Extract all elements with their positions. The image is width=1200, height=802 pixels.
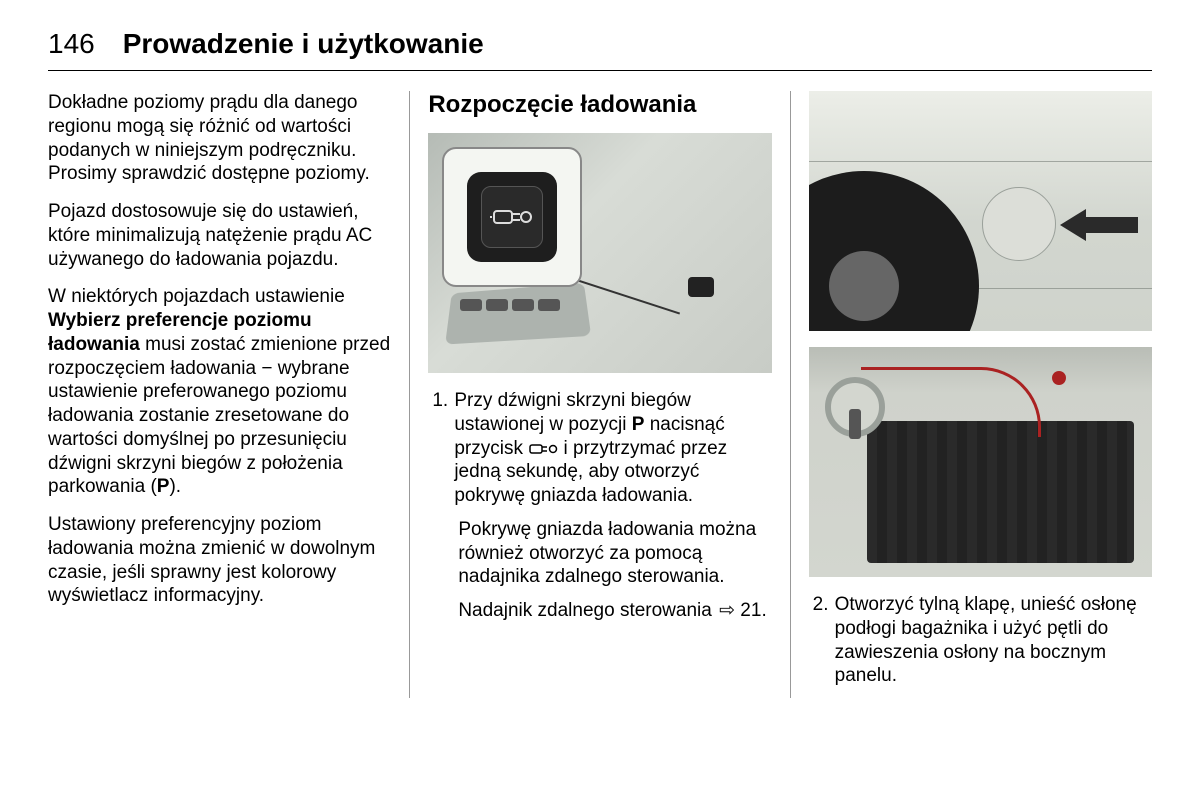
step-1-para-2: Pokrywę gniazda ładowania można również …	[428, 518, 771, 589]
step1-p3-ref: ⇨ 21.	[719, 600, 767, 621]
fig2-hub	[829, 251, 899, 321]
fig3-hook	[1052, 371, 1066, 385]
fig2-charge-flap	[982, 187, 1056, 261]
header-divider	[48, 70, 1152, 71]
content-columns: Dokładne poziomy prądu dla danego region…	[48, 91, 1152, 698]
col1-p3-a: W niektórych pojazdach ustawienie	[48, 286, 345, 307]
step1-p3-a: Nadajnik zdalnego sterowania	[458, 600, 717, 621]
section-title: Rozpoczęcie ładowania	[428, 91, 771, 119]
fig1-small-button	[688, 277, 714, 297]
figure-trunk-floor	[809, 347, 1152, 577]
step-2-number: 2.	[809, 593, 835, 688]
charge-plug-icon	[490, 202, 534, 232]
fig1-callout-badge	[442, 147, 582, 287]
col1-para-1: Dokładne poziomy prądu dla danego region…	[48, 91, 391, 186]
step-2: 2. Otworzyć tylną klapę, unieść osłonę p…	[809, 593, 1152, 688]
step-1-number: 1.	[428, 389, 454, 508]
step1-bold: P	[632, 414, 645, 435]
fig1-switch-4	[538, 299, 560, 311]
column-3: 2. Otworzyć tylną klapę, unieść osłonę p…	[797, 91, 1152, 698]
figure-charge-button	[428, 133, 771, 373]
column-1: Dokładne poziomy prądu dla danego region…	[48, 91, 403, 698]
page-header: 146 Prowadzenie i użytkowanie	[48, 28, 1152, 60]
step-1-text: Przy dźwigni skrzyni biegów ustawionej w…	[454, 389, 771, 508]
fig1-button-outer	[467, 172, 557, 262]
fig1-switch-2	[486, 299, 508, 311]
col1-p3-c: ).	[169, 476, 181, 497]
column-separator-1	[409, 91, 410, 698]
step-2-text: Otworzyć tylną klapę, unieść osłonę podł…	[835, 593, 1152, 688]
inline-plug-icon	[528, 442, 558, 456]
fig1-switch-1	[460, 299, 482, 311]
fig3-tab	[849, 409, 861, 439]
step-1-para-3: Nadajnik zdalnego sterowania ⇨ 21.	[428, 599, 771, 623]
col1-p3-bold2: P	[157, 476, 170, 497]
step-1: 1. Przy dźwigni skrzyni biegów ustawione…	[428, 389, 771, 508]
figure-charge-flap	[809, 91, 1152, 331]
col1-para-3: W niektórych pojazdach ustawienie Wybier…	[48, 285, 391, 499]
col1-p3-b: musi zostać zmienione przed rozpoczęciem…	[48, 334, 390, 498]
fig2-crease	[809, 161, 1152, 162]
fig1-switch-3	[512, 299, 534, 311]
col1-para-4: Ustawiony preferencyjny poziom ładowania…	[48, 513, 391, 608]
fig3-strap	[861, 367, 1041, 437]
col1-para-2: Pojazd dostosowuje się do ustawień, któr…	[48, 200, 391, 271]
fig3-floor-panel	[867, 421, 1134, 563]
chapter-title: Prowadzenie i użytkowanie	[123, 28, 484, 60]
fig1-armrest	[445, 283, 591, 345]
column-2: Rozpoczęcie ładowania	[416, 91, 783, 698]
column-separator-2	[790, 91, 791, 698]
fig1-button-inner	[481, 186, 543, 248]
fig2-arrow-icon	[1060, 207, 1140, 243]
page-number: 146	[48, 28, 95, 60]
